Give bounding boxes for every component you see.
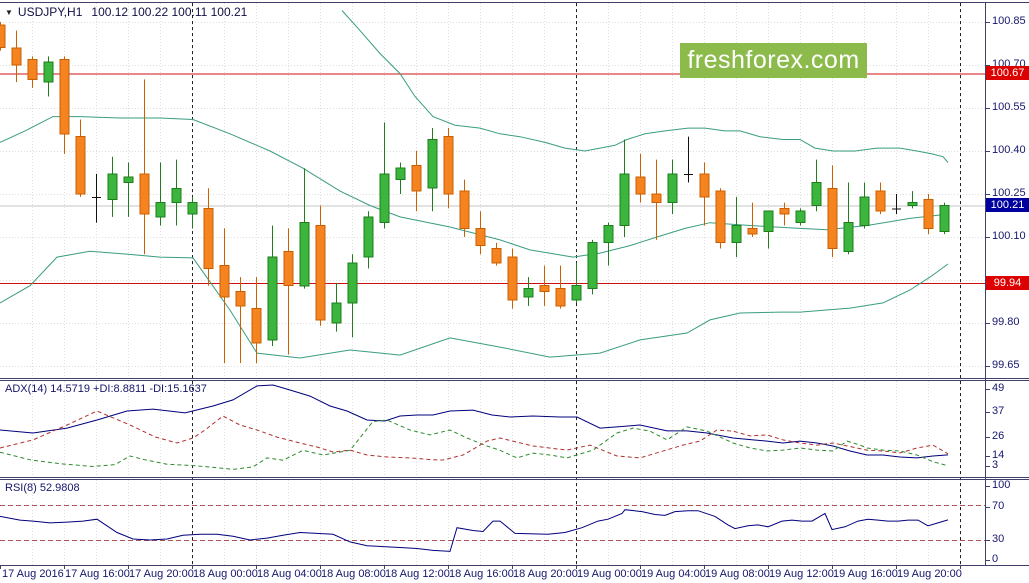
time-tick-label: 18 Aug 20:00	[513, 568, 578, 580]
rsi-tick-label: 100	[992, 479, 1011, 491]
current-price-badge: 100.21	[986, 198, 1029, 212]
time-tick-label: 19 Aug 20:00	[897, 568, 962, 580]
time-tick-label: 19 Aug 08:00	[705, 568, 770, 580]
time-axis[interactable]: 17 Aug 2016 17 Aug 16:00 17 Aug 20:00 18 Au…	[0, 566, 1029, 583]
price-axis[interactable]: 100.85 100.70 100.55 100.40 100.25 100.10 99.8…	[986, 0, 1029, 583]
time-tick-label: 18 Aug 00:00	[193, 568, 258, 580]
time-tick-label: 17 Aug 2016	[2, 568, 64, 580]
rsi-tick-label: 0	[992, 553, 999, 565]
support-price-badge: 99.94	[986, 276, 1029, 290]
time-tick-label: 17 Aug 16:00	[65, 568, 130, 580]
rsi-tick-label: 70	[992, 500, 1005, 512]
price-tick-label: 100.25	[992, 187, 1026, 199]
adx-indicator-label: ADX(14) 14.5719 +DI:8.8811 -DI:15.1637	[5, 383, 207, 395]
time-tick-label: 18 Aug 16:00	[449, 568, 514, 580]
price-tick-label: 100.10	[992, 230, 1026, 242]
resistance-price-badge: 100.67	[986, 66, 1029, 80]
adx-tick-label: 3	[992, 459, 999, 471]
watermark-logo: freshforex.com	[680, 43, 867, 78]
adx-tick-label: 26	[992, 430, 1005, 442]
time-tick-label: 19 Aug 16:00	[833, 568, 898, 580]
time-tick-label: 19 Aug 04:00	[641, 568, 706, 580]
chart-title: ▼ USDJPY,H1 100.12 100.22 100.11 100.21	[5, 5, 247, 19]
price-tick-label: 100.85	[992, 15, 1026, 27]
price-tick-label: 99.65	[992, 359, 1020, 371]
symbol-dropdown-icon[interactable]: ▼	[5, 8, 13, 17]
time-tick-label: 18 Aug 04:00	[257, 568, 322, 580]
time-tick-label: 18 Aug 08:00	[321, 568, 386, 580]
price-tick-label: 99.80	[992, 316, 1020, 328]
rsi-indicator-label: RSI(8) 52.9808	[5, 482, 80, 494]
symbol-label: USDJPY,H1	[17, 5, 83, 19]
price-tick-label: 100.55	[992, 101, 1026, 113]
adx-tick-label: 14	[992, 449, 1005, 461]
time-tick-label: 19 Aug 12:00	[769, 568, 834, 580]
time-tick-label: 17 Aug 20:00	[129, 568, 194, 580]
time-tick-label: 18 Aug 12:00	[385, 568, 450, 580]
price-tick-label: 100.40	[992, 144, 1026, 156]
adx-tick-label: 37	[992, 405, 1005, 417]
ohlc-quotes: 100.12 100.22 100.11 100.21	[91, 5, 248, 19]
adx-tick-label: 49	[992, 382, 1005, 394]
time-tick-label: 19 Aug 00:00	[577, 568, 642, 580]
rsi-tick-label: 30	[992, 533, 1005, 545]
